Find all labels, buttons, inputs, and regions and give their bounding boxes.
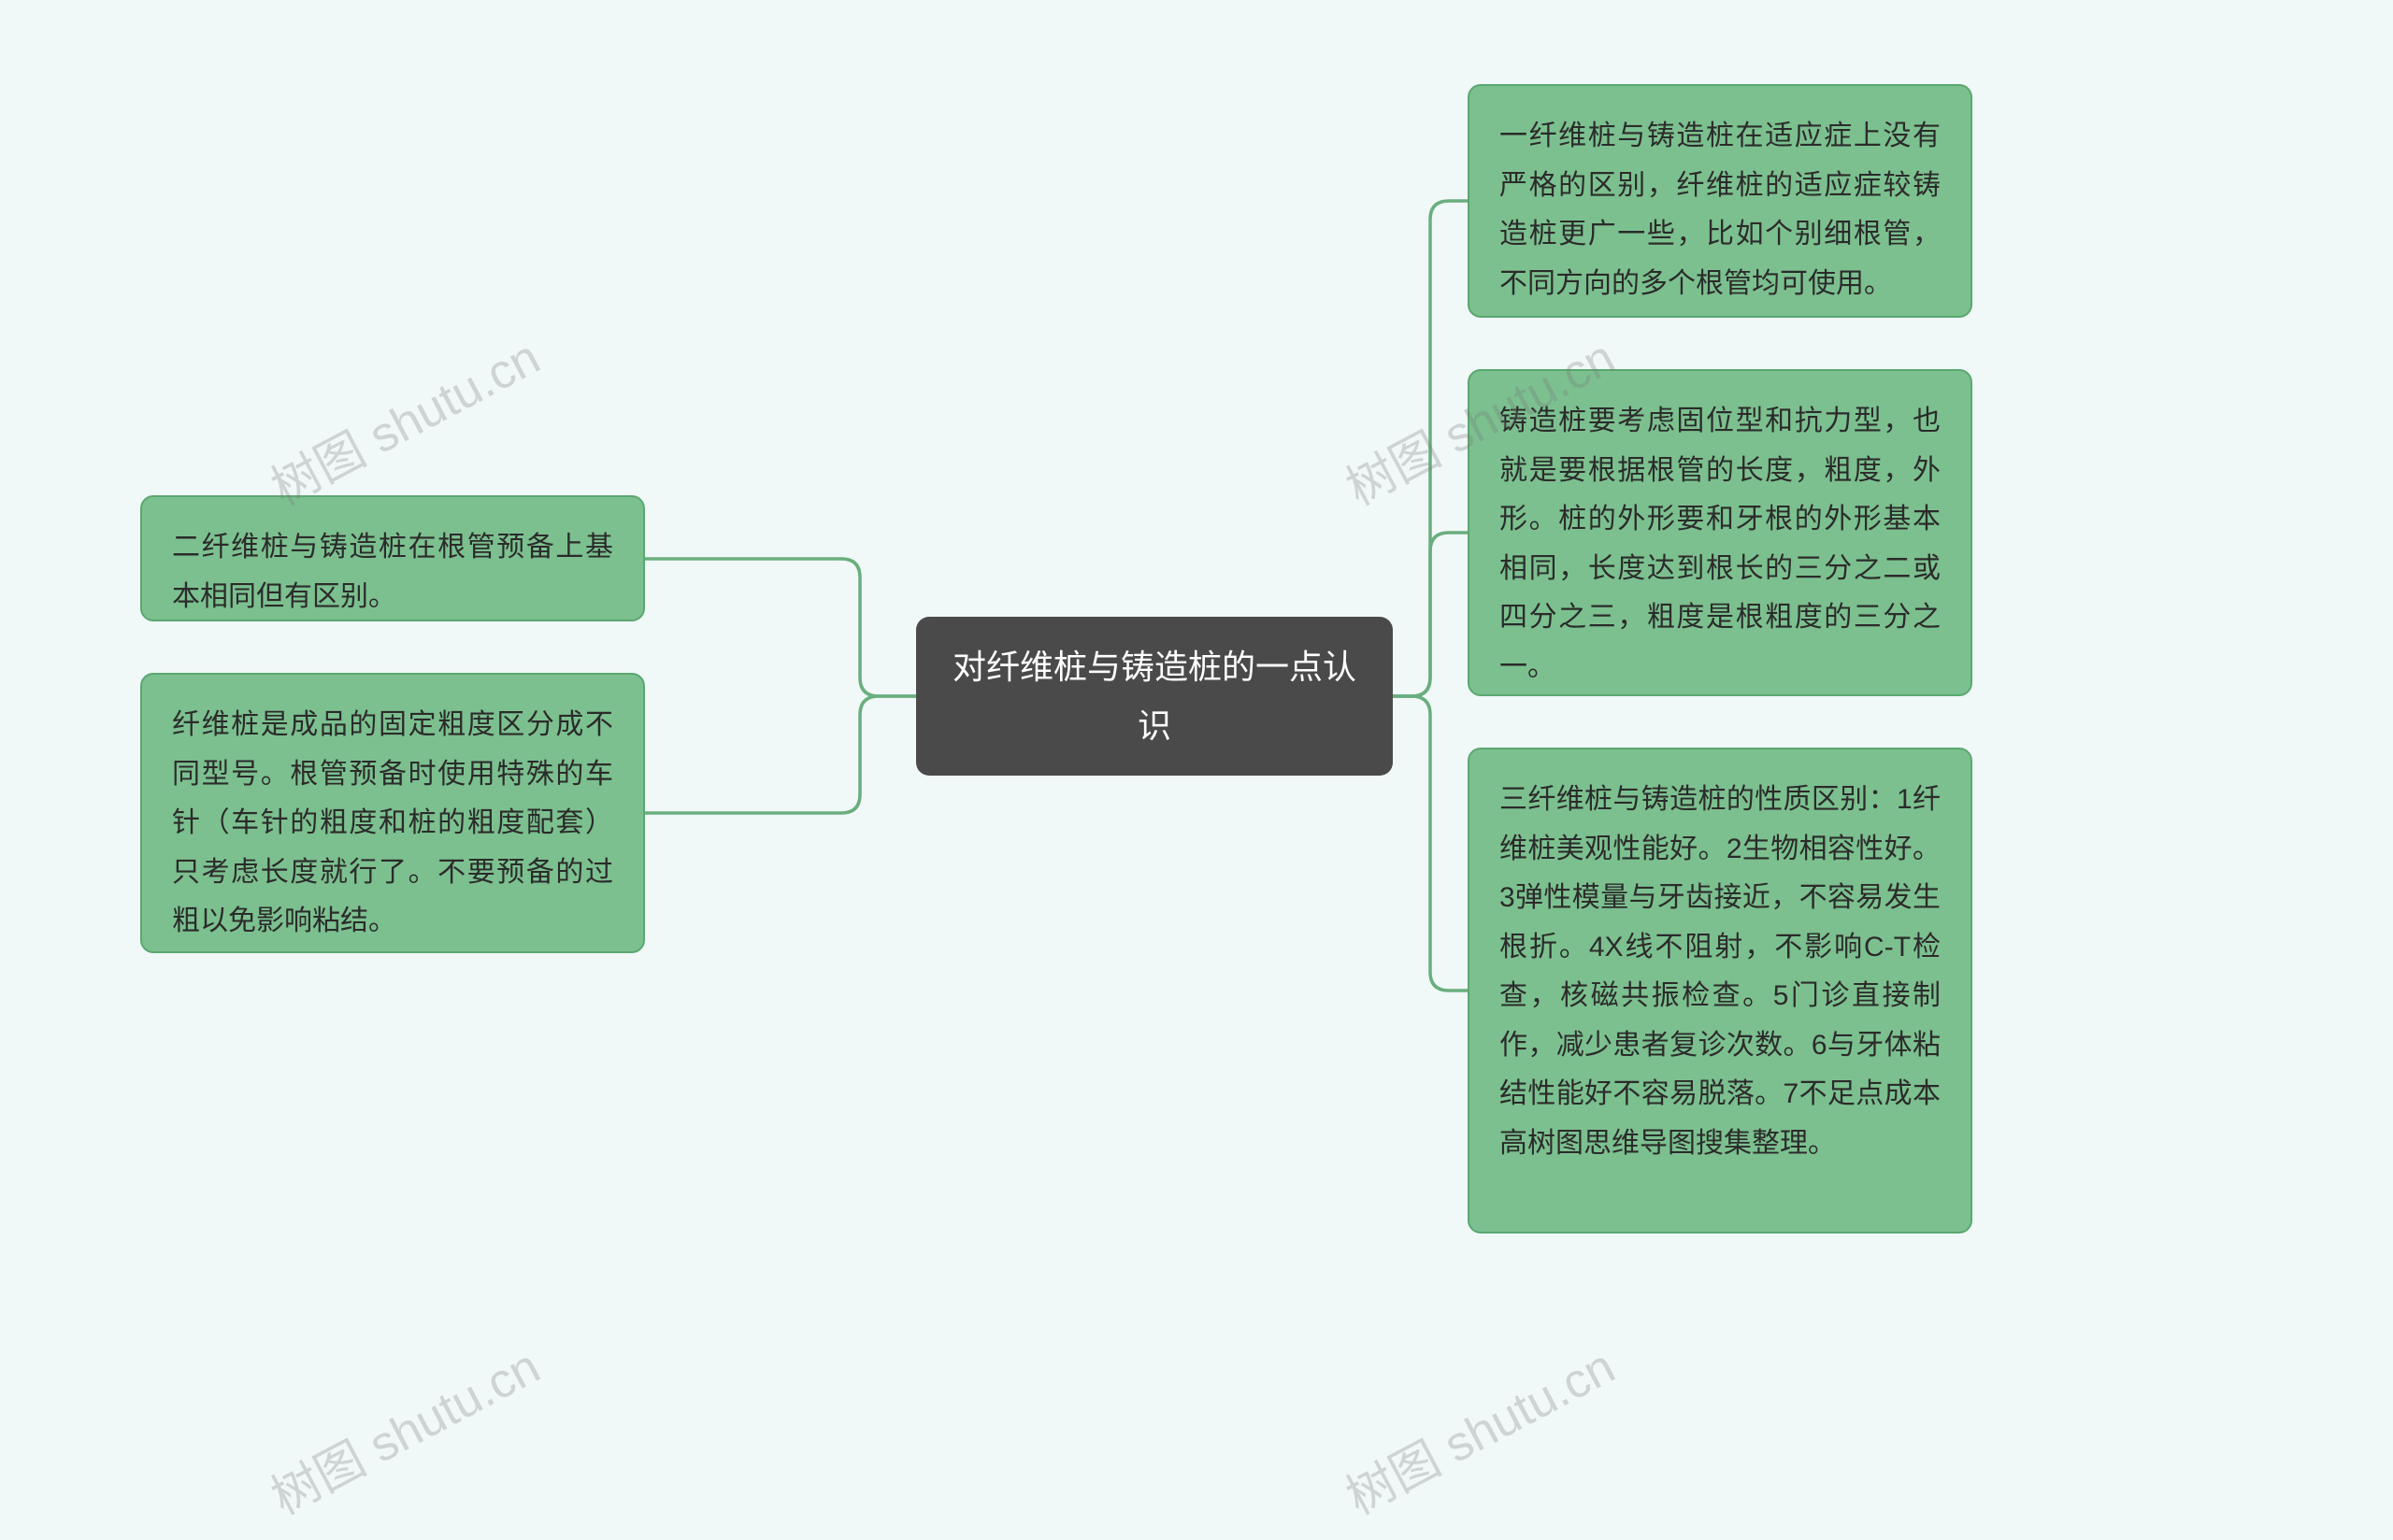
center-node: 对纤维桩与铸造桩的一点认识 (916, 617, 1393, 776)
right-node-2: 三纤维桩与铸造桩的性质区别：1纤维桩美观性能好。2生物相容性好。3弹性模量与牙齿… (1468, 748, 1972, 1233)
leaf-text: 一纤维桩与铸造桩在适应症上没有严格的区别，纤维桩的适应症较铸造桩更广一些，比如个… (1499, 121, 1941, 299)
center-node-text: 对纤维桩与铸造桩的一点认识 (946, 637, 1363, 755)
leaf-text: 铸造桩要考虑固位型和抗力型，也就是要根据根管的长度，粗度，外形。桩的外形要和牙根… (1499, 406, 1941, 682)
left-node-0: 二纤维桩与铸造桩在根管预备上基本相同但有区别。 (140, 495, 645, 621)
right-node-1: 铸造桩要考虑固位型和抗力型，也就是要根据根管的长度，粗度，外形。桩的外形要和牙根… (1468, 369, 1972, 696)
watermark: 树图 shutu.cn (257, 319, 550, 519)
mindmap-canvas: 对纤维桩与铸造桩的一点认识 二纤维桩与铸造桩在根管预备上基本相同但有区别。 纤维… (0, 0, 2393, 1540)
watermark: 树图 shutu.cn (257, 1328, 550, 1528)
connector-left (645, 495, 916, 962)
leaf-text: 纤维桩是成品的固定粗度区分成不同型号。根管预备时使用特殊的车针（车针的粗度和桩的… (172, 709, 613, 936)
connector-right (1393, 84, 1468, 1233)
leaf-text: 三纤维桩与铸造桩的性质区别：1纤维桩美观性能好。2生物相容性好。3弹性模量与牙齿… (1499, 784, 1941, 1159)
watermark: 树图 shutu.cn (1332, 1328, 1625, 1528)
leaf-text: 二纤维桩与铸造桩在根管预备上基本相同但有区别。 (172, 532, 613, 612)
left-node-1: 纤维桩是成品的固定粗度区分成不同型号。根管预备时使用特殊的车针（车针的粗度和桩的… (140, 673, 645, 953)
right-node-0: 一纤维桩与铸造桩在适应症上没有严格的区别，纤维桩的适应症较铸造桩更广一些，比如个… (1468, 84, 1972, 318)
